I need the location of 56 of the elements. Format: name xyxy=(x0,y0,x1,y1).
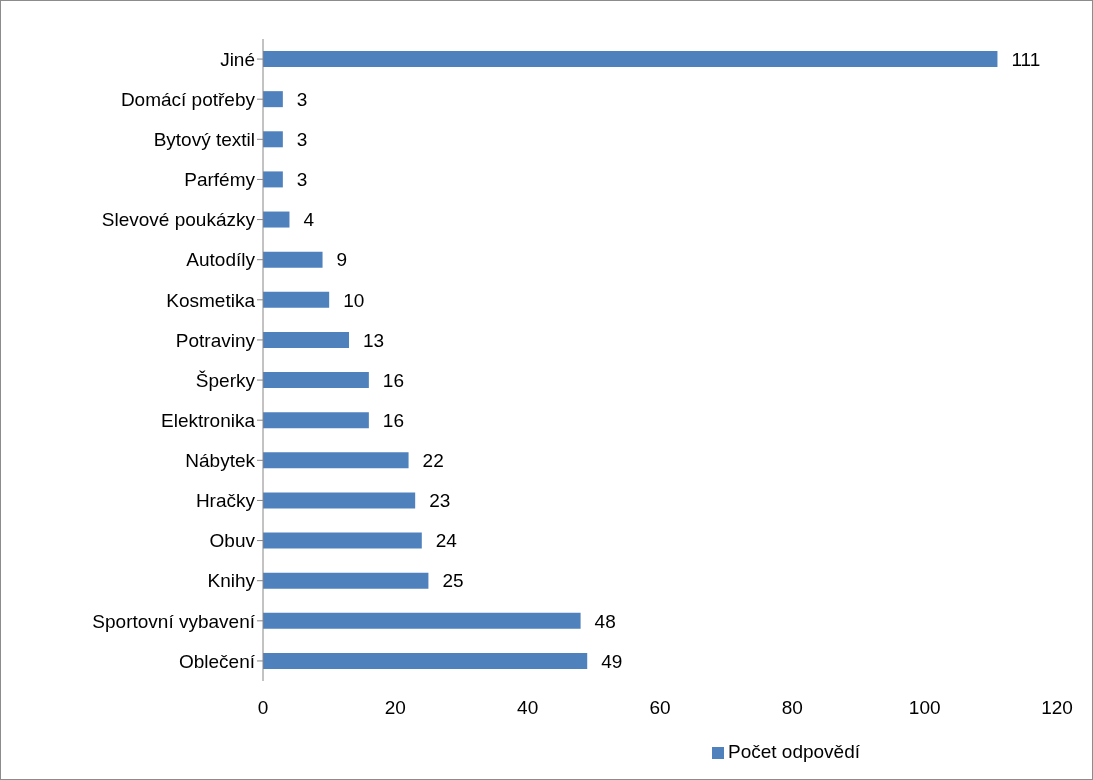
data-label: 9 xyxy=(336,249,348,271)
bar xyxy=(263,372,369,389)
bar xyxy=(263,532,422,549)
y-tick-label: Kosmetika xyxy=(166,289,256,311)
y-tick-label: Parfémy xyxy=(184,169,256,191)
bar xyxy=(263,331,350,348)
data-label: 4 xyxy=(303,209,315,231)
bar xyxy=(263,612,581,629)
y-tick-label: Šperky xyxy=(195,369,256,391)
data-label: 25 xyxy=(442,570,464,592)
y-tick-label: Hračky xyxy=(195,490,256,512)
x-tick-label: 100 xyxy=(908,697,941,719)
data-label: 49 xyxy=(601,650,623,672)
bar xyxy=(263,251,323,268)
y-tick-label: Autodíly xyxy=(186,249,256,271)
legend-label: Počet odpovědí xyxy=(727,741,861,762)
y-tick-label: Knihy xyxy=(207,570,256,592)
data-label: 13 xyxy=(363,329,385,351)
bar xyxy=(263,412,369,429)
y-tick-label: Obuv xyxy=(209,530,256,552)
data-label: 24 xyxy=(435,530,458,552)
data-label: 23 xyxy=(429,490,451,512)
bar xyxy=(263,91,283,108)
x-tick-label: 40 xyxy=(517,697,539,719)
data-label: 22 xyxy=(422,450,444,472)
bar xyxy=(263,131,283,148)
bar xyxy=(263,211,290,228)
bar xyxy=(263,572,429,589)
x-tick-label: 20 xyxy=(384,697,406,719)
data-label: 16 xyxy=(382,409,405,431)
y-tick-label: Sportovní vybavení xyxy=(92,610,256,632)
y-tick-label: Potraviny xyxy=(175,329,256,351)
y-tick-label: Nábytek xyxy=(185,450,256,472)
data-label: 111 xyxy=(1011,48,1041,70)
bar xyxy=(263,452,409,469)
bar xyxy=(263,291,330,308)
data-label: 3 xyxy=(296,88,308,110)
bar xyxy=(263,51,998,68)
bar xyxy=(263,492,416,509)
x-tick-label: 120 xyxy=(1041,697,1073,719)
data-label: 16 xyxy=(382,369,405,391)
data-label: 48 xyxy=(594,610,616,632)
y-tick-label: Oblečení xyxy=(178,650,256,672)
y-tick-label: Jiné xyxy=(220,48,255,70)
bar xyxy=(263,652,588,669)
y-tick-label: Elektronika xyxy=(161,409,256,431)
y-tick-label: Slevové poukázky xyxy=(101,209,256,231)
x-tick-label: 80 xyxy=(781,697,803,719)
x-tick-label: 0 xyxy=(257,697,269,719)
x-tick-label: 60 xyxy=(649,697,671,719)
data-label: 10 xyxy=(343,289,365,311)
y-tick-label: Bytový textil xyxy=(153,129,255,151)
data-label: 3 xyxy=(296,169,308,191)
data-label: 3 xyxy=(296,129,308,151)
bar xyxy=(263,171,283,188)
y-tick-label: Domácí potřeby xyxy=(120,88,256,110)
